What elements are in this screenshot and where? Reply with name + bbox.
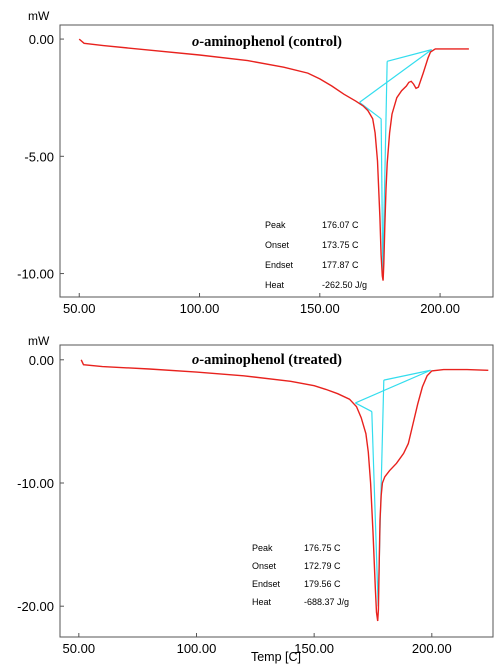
y-tick-label: 0.00: [29, 353, 54, 368]
x-tick-label: 200.00: [412, 641, 452, 656]
chart-title-control: o-aminophenol (control): [192, 34, 342, 50]
x-tick-label: 150.00: [294, 641, 334, 656]
axis-ticks-control: 50.00 100.00 150.00 200.00 0.00 -5.00 -10.00: [17, 32, 460, 316]
annotation-peak-value: 176.07 C: [322, 220, 359, 230]
plot-frame-control: [59, 24, 494, 298]
x-tick-label: 100.00: [177, 641, 217, 656]
x-tick-label: 150.00: [300, 301, 340, 316]
annotation-onset-label: Onset: [252, 561, 277, 571]
chart-title-rest-treated: -aminophenol (treated): [199, 352, 342, 368]
dsc-curve-treated: [80, 359, 489, 622]
chart-treated: mW o-aminophenol (treated) 50.00 100.00 15…: [17, 334, 494, 664]
axis-ticks-treated: 50.00 100.00 150.00 200.00 0.00 -10.00 -20.00: [17, 353, 452, 656]
annotation-heat-label: Heat: [252, 597, 272, 607]
analysis-line-2: [371, 411, 379, 607]
plot-frame-treated: [59, 344, 494, 638]
y-tick-label: -20.00: [17, 599, 54, 614]
annotation-endset-value: 179.56 C: [304, 579, 341, 589]
chart-title-italic-treated: o: [192, 352, 199, 368]
x-tick-label: 100.00: [180, 301, 220, 316]
analysis-line-3: [355, 369, 431, 404]
chart-title-rest-control: -aminophenol (control): [199, 34, 342, 50]
analysis-line-5: [387, 49, 432, 62]
chart-control: mW o-aminophenol (control) 50.00 100.00 15…: [17, 9, 494, 316]
y-unit-label-control: mW: [28, 9, 50, 23]
annotation-box-control: Peak 176.07 C Onset 173.75 C Endset 177.…: [265, 220, 367, 290]
chart-title-italic-control: o: [192, 34, 199, 50]
annotation-box-treated: Peak 176.75 C Onset 172.79 C Endset 179.…: [252, 543, 349, 607]
annotation-heat-value: -262.50 J/g: [322, 280, 367, 290]
y-tick-label: 0.00: [29, 32, 54, 47]
y-unit-label-treated: mW: [28, 334, 50, 348]
annotation-endset-label: Endset: [265, 260, 294, 270]
annotation-peak-label: Peak: [252, 543, 273, 553]
analysis-line-5: [383, 369, 431, 381]
x-tick-label: 50.00: [63, 301, 96, 316]
annotation-onset-label: Onset: [265, 240, 290, 250]
x-tick-label: 50.00: [63, 641, 96, 656]
y-tick-label: -10.00: [17, 267, 54, 282]
annotation-peak-value: 176.75 C: [304, 543, 341, 553]
x-tick-label: 200.00: [420, 301, 460, 316]
dsc-curve-control: [78, 38, 469, 281]
analysis-line-2: [380, 118, 384, 274]
analysis-line-3: [359, 49, 433, 103]
annotation-endset-label: Endset: [252, 579, 281, 589]
annotation-heat-label: Heat: [265, 280, 285, 290]
y-tick-label: -5.00: [24, 149, 54, 164]
analysis-line-4: [382, 61, 388, 274]
annotation-onset-value: 173.75 C: [322, 240, 359, 250]
analysis-line-1: [355, 402, 373, 413]
annotation-heat-value: -688.37 J/g: [304, 597, 349, 607]
y-tick-label: -10.00: [17, 476, 54, 491]
annotation-onset-value: 172.79 C: [304, 561, 341, 571]
chart-title-treated: o-aminophenol (treated): [192, 352, 342, 368]
x-axis-label: Temp [C]: [251, 650, 301, 664]
annotation-peak-label: Peak: [265, 220, 286, 230]
annotation-endset-value: 177.87 C: [322, 260, 359, 270]
